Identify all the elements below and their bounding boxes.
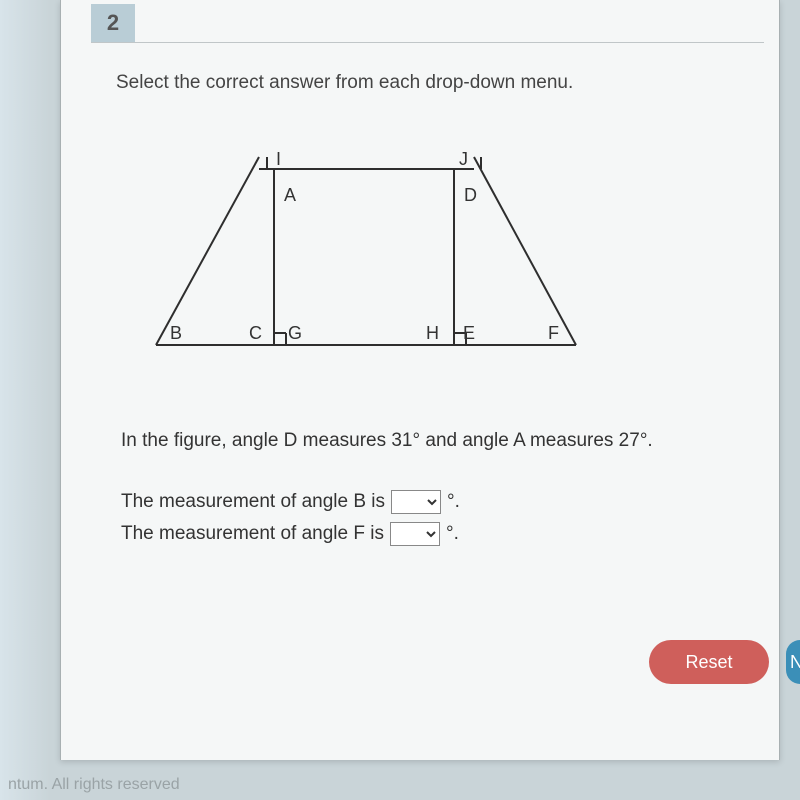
degree-suffix: °.	[446, 523, 459, 545]
svg-text:C: C	[249, 323, 262, 343]
reset-label: Reset	[685, 652, 732, 673]
svg-text:A: A	[284, 185, 296, 205]
divider	[91, 42, 764, 43]
angle-b-dropdown[interactable]	[391, 490, 441, 514]
question-body: In the figure, angle D measures 31° and …	[121, 430, 653, 452]
svg-text:F: F	[548, 323, 559, 343]
svg-text:H: H	[426, 323, 439, 343]
geometry-diagram: I J A D B C G H E F	[136, 145, 606, 365]
reset-button[interactable]: Reset	[649, 640, 769, 684]
next-button-peek[interactable]: N	[786, 640, 800, 684]
answer-row-f: The measurement of angle F is °.	[121, 522, 459, 546]
svg-text:E: E	[463, 323, 475, 343]
question-number-tab: 2	[91, 4, 135, 42]
next-label: N	[790, 652, 800, 673]
svg-text:I: I	[276, 149, 281, 169]
row-f-prefix: The measurement of angle F is	[121, 523, 384, 545]
svg-text:J: J	[459, 149, 468, 169]
svg-text:G: G	[288, 323, 302, 343]
degree-suffix: °.	[447, 491, 460, 513]
svg-text:D: D	[464, 185, 477, 205]
instruction-text: Select the correct answer from each drop…	[116, 72, 573, 94]
footer-text: ntum. All rights reserved	[0, 770, 188, 800]
svg-text:B: B	[170, 323, 182, 343]
row-b-prefix: The measurement of angle B is	[121, 491, 385, 513]
question-number: 2	[107, 10, 119, 36]
answer-row-b: The measurement of angle B is °.	[121, 490, 460, 514]
question-card: 2 Select the correct answer from each dr…	[60, 0, 780, 760]
angle-f-dropdown[interactable]	[390, 522, 440, 546]
